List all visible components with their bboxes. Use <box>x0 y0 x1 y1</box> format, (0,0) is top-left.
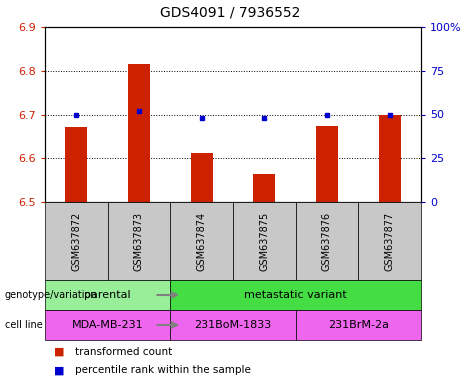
Text: parental: parental <box>84 290 131 300</box>
Text: GDS4091 / 7936552: GDS4091 / 7936552 <box>160 6 301 20</box>
Text: GSM637874: GSM637874 <box>197 212 207 271</box>
Bar <box>191 153 213 202</box>
Text: GSM637872: GSM637872 <box>71 211 81 271</box>
Bar <box>296 310 421 340</box>
Text: GSM637873: GSM637873 <box>134 212 144 271</box>
Bar <box>316 126 338 202</box>
Text: GSM637877: GSM637877 <box>384 211 395 271</box>
Text: percentile rank within the sample: percentile rank within the sample <box>75 365 251 375</box>
Text: cell line: cell line <box>5 320 42 330</box>
Bar <box>45 310 170 340</box>
Text: MDA-MB-231: MDA-MB-231 <box>72 320 143 330</box>
Bar <box>378 114 401 202</box>
Bar <box>358 202 421 280</box>
Bar <box>45 280 170 310</box>
Bar <box>108 202 170 280</box>
Text: metastatic variant: metastatic variant <box>244 290 347 300</box>
Bar <box>254 174 275 202</box>
Bar <box>128 64 150 202</box>
Bar <box>45 202 108 280</box>
Text: GSM637875: GSM637875 <box>260 211 269 271</box>
Text: genotype/variation: genotype/variation <box>5 290 97 300</box>
Bar <box>233 202 296 280</box>
Bar <box>170 310 296 340</box>
Bar <box>170 280 421 310</box>
Text: ■: ■ <box>54 365 65 375</box>
Bar <box>170 202 233 280</box>
Text: 231BoM-1833: 231BoM-1833 <box>195 320 272 330</box>
Text: 231BrM-2a: 231BrM-2a <box>328 320 389 330</box>
Text: ■: ■ <box>54 347 65 357</box>
Bar <box>65 127 87 202</box>
Text: GSM637876: GSM637876 <box>322 212 332 271</box>
Text: transformed count: transformed count <box>75 347 172 357</box>
Bar <box>296 202 358 280</box>
